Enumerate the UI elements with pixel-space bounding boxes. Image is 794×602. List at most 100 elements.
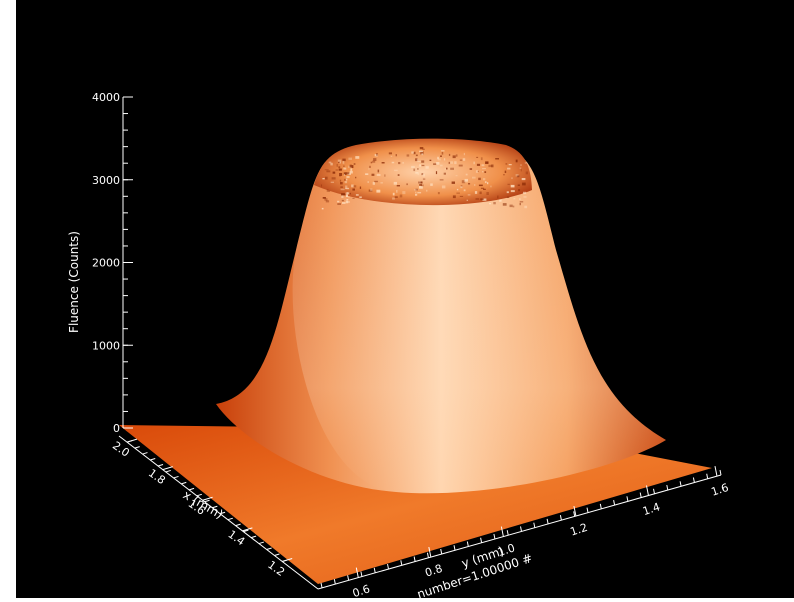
surface-speckle [486, 161, 489, 164]
surface-speckle [440, 155, 442, 157]
surface-speckle [355, 176, 357, 179]
surface-speckle [406, 154, 410, 157]
surface-speckle [346, 201, 350, 203]
x-minor-tick [165, 469, 171, 473]
surface-speckle [394, 169, 398, 172]
y-minor-tick [546, 518, 549, 525]
surface-speckle [456, 188, 459, 191]
surface-speckle [455, 154, 458, 157]
surface-speckle [506, 191, 509, 194]
surface-speckle [523, 191, 527, 195]
surface-speckle [342, 158, 346, 162]
surface-speckle [524, 162, 528, 164]
surface-speckle [460, 186, 463, 189]
surface-speckle [337, 200, 340, 203]
surface-speckle [398, 162, 401, 165]
y-minor-tick [692, 477, 695, 483]
surface-speckle [519, 201, 524, 203]
surface-speckle [435, 171, 438, 175]
x-tick [162, 466, 173, 471]
surface-speckle [519, 198, 521, 200]
y-minor-tick [453, 545, 456, 551]
y-minor-tick [613, 499, 616, 506]
surface-speckle [475, 170, 479, 173]
surface-speckle [441, 185, 446, 189]
surface-speckle [381, 162, 385, 164]
surface-speckle [422, 173, 425, 177]
surface-speckle [338, 161, 340, 163]
surface-speckle [330, 162, 333, 166]
surface-speckle [406, 183, 408, 186]
x-minor-tick [227, 517, 233, 521]
surface-speckle [439, 179, 444, 181]
surface-speckle [402, 162, 404, 164]
surface-speckle [339, 179, 342, 182]
surface-speckle [394, 196, 398, 198]
y-minor-tick [719, 469, 722, 476]
surface-speckle [380, 182, 383, 184]
x-minor-tick [250, 535, 257, 539]
y-minor-tick [426, 552, 429, 558]
y-minor-tick [347, 575, 350, 581]
surface-speckle [519, 202, 521, 206]
y-axis-line [317, 474, 722, 590]
surface-speckle [459, 159, 463, 161]
surface-speckle [343, 172, 347, 175]
y-tick-label: 1.4 [641, 500, 662, 518]
surface-speckle [373, 158, 377, 161]
z-axis-label: Fluence (Counts) [67, 231, 81, 333]
surface-speckle [346, 176, 350, 179]
surface-speckle [413, 168, 416, 172]
surface-speckle [516, 175, 520, 178]
y-minor-tick [320, 582, 323, 588]
surface-speckle [402, 191, 406, 195]
surface-speckle [455, 175, 458, 177]
surface-speckle [322, 178, 325, 180]
surface-speckle [376, 189, 381, 193]
surface-speckle [417, 172, 419, 176]
surface-speckle [461, 180, 466, 184]
surface-speckle [369, 165, 371, 168]
surface-speckle [441, 151, 444, 155]
surface-speckle [359, 186, 362, 189]
surface-speckle [376, 174, 381, 176]
surface-speckle [345, 185, 348, 189]
surface-speckle [376, 153, 378, 156]
surface-speckle [336, 164, 338, 167]
y-minor-tick [333, 578, 336, 585]
x-minor-tick [188, 487, 195, 491]
surface-speckle [454, 161, 457, 165]
y-tick [573, 505, 577, 517]
surface-speckle [344, 181, 348, 184]
surface-speckle [475, 198, 480, 200]
surface-speckle [335, 169, 339, 171]
surface-speckle [395, 154, 397, 157]
z-tick-label: 2000 [92, 257, 120, 270]
x-minor-tick [282, 559, 288, 562]
surface-speckle [426, 189, 428, 192]
x-minor-tick [150, 458, 156, 461]
surface-speckle [321, 184, 322, 187]
surface-speckle [520, 164, 522, 166]
surface-speckle [439, 164, 443, 167]
surface-speckle [466, 199, 468, 201]
surface-speckle [325, 176, 328, 180]
surface-speckle [391, 161, 395, 164]
surface-speckle [510, 190, 515, 193]
surface-speckle [478, 184, 483, 187]
surface-speckle [415, 172, 419, 174]
surface-speckle [463, 189, 466, 192]
x-minor-tick [274, 553, 280, 556]
surface-speckle [482, 171, 484, 173]
surface-speckle [392, 192, 395, 196]
surface-speckle [365, 173, 369, 175]
y-minor-tick [706, 473, 709, 479]
surface-speckle [460, 185, 463, 187]
surface-speckle [325, 200, 330, 203]
surface-speckle [507, 167, 511, 170]
x-minor-tick [134, 446, 140, 449]
surface-speckle [417, 192, 422, 194]
surface-speckle [422, 148, 425, 150]
surface-speckle [372, 160, 376, 163]
surface-speckle [473, 161, 475, 165]
